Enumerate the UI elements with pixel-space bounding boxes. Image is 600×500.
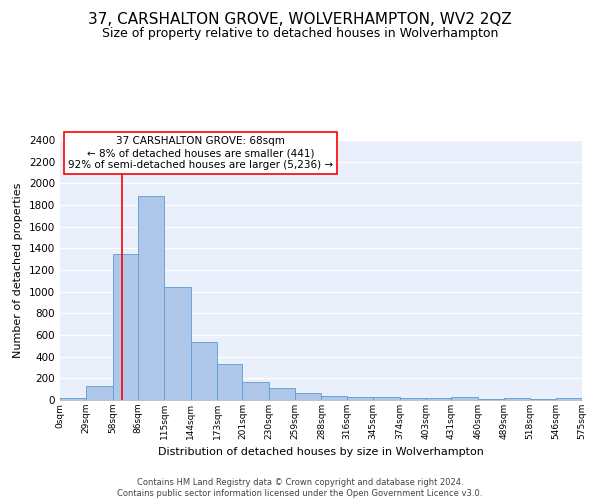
- Bar: [556, 398, 582, 400]
- Bar: [373, 398, 400, 400]
- Bar: [191, 342, 217, 400]
- Bar: [60, 398, 86, 400]
- X-axis label: Distribution of detached houses by size in Wolverhampton: Distribution of detached houses by size …: [158, 448, 484, 458]
- Text: Size of property relative to detached houses in Wolverhampton: Size of property relative to detached ho…: [102, 28, 498, 40]
- Bar: [322, 396, 347, 400]
- Bar: [164, 288, 191, 400]
- Bar: [426, 398, 451, 400]
- Text: Contains HM Land Registry data © Crown copyright and database right 2024.
Contai: Contains HM Land Registry data © Crown c…: [118, 478, 482, 498]
- Text: 37, CARSHALTON GROVE, WOLVERHAMPTON, WV2 2QZ: 37, CARSHALTON GROVE, WOLVERHAMPTON, WV2…: [88, 12, 512, 28]
- Bar: [86, 386, 113, 400]
- Bar: [138, 196, 164, 400]
- Bar: [269, 388, 295, 400]
- Bar: [113, 254, 138, 400]
- Bar: [217, 364, 242, 400]
- Text: 37 CARSHALTON GROVE: 68sqm
← 8% of detached houses are smaller (441)
92% of semi: 37 CARSHALTON GROVE: 68sqm ← 8% of detac…: [68, 136, 333, 170]
- Bar: [295, 393, 322, 400]
- Bar: [242, 382, 269, 400]
- Bar: [347, 397, 373, 400]
- Bar: [504, 398, 530, 400]
- Y-axis label: Number of detached properties: Number of detached properties: [13, 182, 23, 358]
- Bar: [451, 398, 478, 400]
- Bar: [400, 398, 426, 400]
